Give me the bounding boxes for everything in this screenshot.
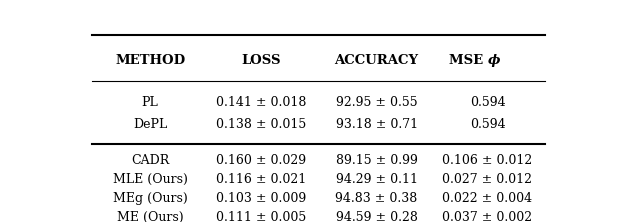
Text: DePL: DePL — [133, 118, 167, 131]
Text: LOSS: LOSS — [241, 54, 281, 67]
Text: 94.59 ± 0.28: 94.59 ± 0.28 — [336, 211, 417, 222]
Text: 92.95 ± 0.55: 92.95 ± 0.55 — [336, 96, 417, 109]
Text: 0.138 ± 0.015: 0.138 ± 0.015 — [216, 118, 306, 131]
Text: 0.106 ± 0.012: 0.106 ± 0.012 — [442, 154, 532, 167]
Text: ME (Ours): ME (Ours) — [117, 211, 183, 222]
Text: ACCURACY: ACCURACY — [335, 54, 419, 67]
Text: 0.111 ± 0.005: 0.111 ± 0.005 — [216, 211, 306, 222]
Text: MSE: MSE — [448, 54, 488, 67]
Text: 0.160 ± 0.029: 0.160 ± 0.029 — [216, 154, 306, 167]
Text: PL: PL — [142, 96, 159, 109]
Text: 0.022 ± 0.004: 0.022 ± 0.004 — [442, 192, 532, 205]
Text: 0.141 ± 0.018: 0.141 ± 0.018 — [216, 96, 306, 109]
Text: MEg (Ours): MEg (Ours) — [113, 192, 187, 205]
Text: 0.594: 0.594 — [470, 118, 505, 131]
Text: 93.18 ± 0.71: 93.18 ± 0.71 — [335, 118, 418, 131]
Text: METHOD: METHOD — [115, 54, 185, 67]
Text: 94.29 ± 0.11: 94.29 ± 0.11 — [336, 173, 417, 186]
Text: CADR: CADR — [131, 154, 169, 167]
Text: 0.037 ± 0.002: 0.037 ± 0.002 — [442, 211, 532, 222]
Text: MLE (Ours): MLE (Ours) — [113, 173, 187, 186]
Text: ϕ: ϕ — [488, 54, 501, 67]
Text: 0.116 ± 0.021: 0.116 ± 0.021 — [216, 173, 306, 186]
Text: 89.15 ± 0.99: 89.15 ± 0.99 — [336, 154, 417, 167]
Text: 0.594: 0.594 — [470, 96, 505, 109]
Text: 0.027 ± 0.012: 0.027 ± 0.012 — [442, 173, 532, 186]
Text: 0.103 ± 0.009: 0.103 ± 0.009 — [216, 192, 306, 205]
Text: 94.83 ± 0.38: 94.83 ± 0.38 — [335, 192, 418, 205]
